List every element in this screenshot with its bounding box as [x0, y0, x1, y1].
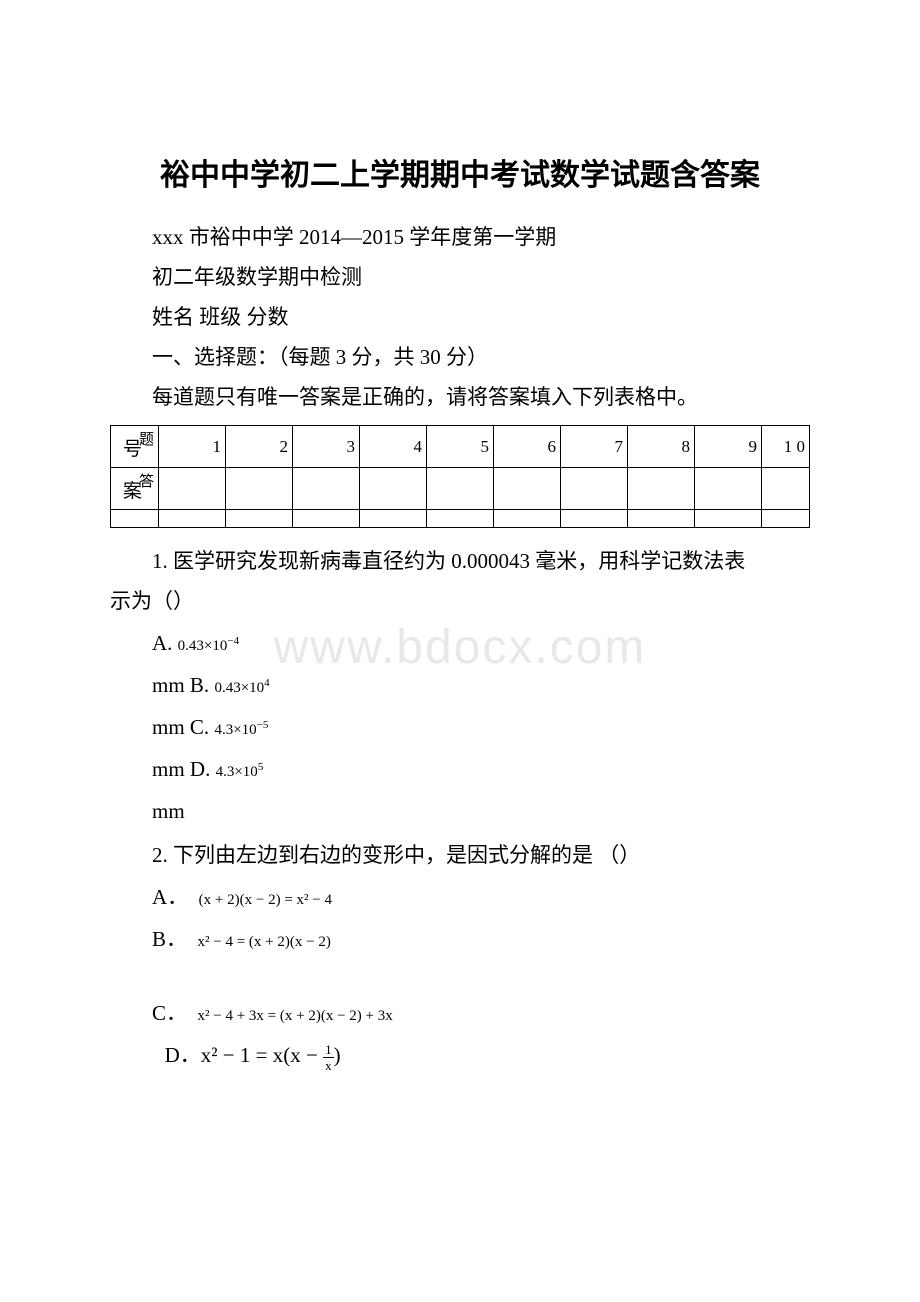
empty-cell	[159, 510, 226, 528]
label-text: 0	[797, 437, 806, 456]
option-label: mm D.	[152, 757, 216, 781]
question-text: 1. 医学研究发现新病毒直径约为 0.000043 毫米，用科学记数法表	[110, 542, 810, 582]
col-header: 6	[494, 426, 561, 468]
option-d: D．x² − 1 = x(x − 1x)	[110, 1034, 810, 1076]
page-title: 裕中中学初二上学期期中考试数学试题含答案	[110, 150, 810, 194]
empty-cell	[695, 510, 762, 528]
math-expr: (x + 2)(x − 2) = x² − 4	[199, 892, 332, 908]
option-b: mm B. 0.43×104	[110, 664, 810, 706]
col-header: 4	[360, 426, 427, 468]
col-header-10: 1 0	[762, 426, 810, 468]
math-expr: x² − 1 = x(x − 1x)	[201, 1043, 341, 1067]
math-expr: 0.43×10−4	[178, 638, 239, 654]
option-label: B．	[152, 927, 187, 951]
answer-cell	[561, 468, 628, 510]
empty-cell	[628, 510, 695, 528]
question-text: 2. 下列由左边到右边的变形中，是因式分解的是 （）	[110, 836, 810, 876]
math-expr: 4.3×105	[216, 764, 264, 780]
answer-cell	[628, 468, 695, 510]
col-header: 5	[427, 426, 494, 468]
empty-cell	[427, 510, 494, 528]
answer-cell	[695, 468, 762, 510]
option-label: A.	[152, 631, 178, 655]
section-instruction: 每道题只有唯一答案是正确的，请将答案填入下列表格中。	[110, 378, 810, 418]
intro-line-3: 姓名 班级 分数	[110, 298, 810, 338]
option-label: mm B.	[152, 673, 214, 697]
answer-cell	[427, 468, 494, 510]
label-text: 1	[784, 437, 793, 456]
col-header: 1	[159, 426, 226, 468]
intro-line-1: xxx 市裕中中学 2014—2015 学年度第一学期	[110, 218, 810, 258]
empty-cell	[226, 510, 293, 528]
empty-cell	[494, 510, 561, 528]
option-a: A． (x + 2)(x − 2) = x² − 4	[110, 876, 810, 918]
question-2: 2. 下列由左边到右边的变形中，是因式分解的是 （） A． (x + 2)(x …	[110, 836, 810, 1076]
empty-cell	[293, 510, 360, 528]
math-expr: x² − 4 + 3x = (x + 2)(x − 2) + 3x	[198, 1008, 393, 1024]
question-1: 1. 医学研究发现新病毒直径约为 0.000043 毫米，用科学记数法表 示为（…	[110, 542, 810, 832]
col-header: 3	[293, 426, 360, 468]
option-label: mm C.	[152, 715, 214, 739]
math-expr: 4.3×10−5	[214, 722, 268, 738]
table-row: 题 号 1 2 3 4 5 6 7 8 9 1 0	[111, 426, 810, 468]
fraction: 1x	[323, 1043, 334, 1072]
empty-cell	[762, 510, 810, 528]
answer-cell	[226, 468, 293, 510]
col-header: 2	[226, 426, 293, 468]
row-label-question: 题 号	[111, 426, 159, 468]
row-label-answer: 答 案	[111, 468, 159, 510]
answer-cell	[494, 468, 561, 510]
answer-cell	[159, 468, 226, 510]
label-text: 案	[123, 476, 142, 503]
option-a: A. 0.43×10−4	[110, 622, 810, 664]
answer-cell	[360, 468, 427, 510]
empty-cell	[360, 510, 427, 528]
col-header: 9	[695, 426, 762, 468]
option-label: C．	[152, 1001, 187, 1025]
option-c: C． x² − 4 + 3x = (x + 2)(x − 2) + 3x	[110, 992, 810, 1034]
section-header-1: 一、选择题：（每题 3 分，共 30 分）	[110, 338, 810, 378]
intro-line-2: 初二年级数学期中检测	[110, 258, 810, 298]
col-header: 8	[628, 426, 695, 468]
table-row	[111, 510, 810, 528]
option-label: A．	[152, 885, 188, 909]
answer-cell	[293, 468, 360, 510]
math-expr: 0.43×104	[214, 680, 269, 696]
table-row: 答 案	[111, 468, 810, 510]
col-header: 7	[561, 426, 628, 468]
empty-cell	[111, 510, 159, 528]
option-label: D．	[165, 1043, 201, 1067]
question-text: 示为（）	[110, 582, 810, 622]
document-content: 裕中中学初二上学期期中考试数学试题含答案 xxx 市裕中中学 2014—2015…	[110, 150, 810, 1076]
math-expr: x² − 4 = (x + 2)(x − 2)	[198, 934, 331, 950]
option-b: B． x² − 4 = (x + 2)(x − 2)	[110, 918, 810, 960]
answer-table: 题 号 1 2 3 4 5 6 7 8 9 1 0 答 案	[110, 425, 810, 528]
option-tail: mm	[110, 790, 810, 832]
option-c: mm C. 4.3×10−5	[110, 706, 810, 748]
label-text: 号	[123, 434, 142, 461]
empty-cell	[561, 510, 628, 528]
answer-cell	[762, 468, 810, 510]
option-d: mm D. 4.3×105	[110, 748, 810, 790]
